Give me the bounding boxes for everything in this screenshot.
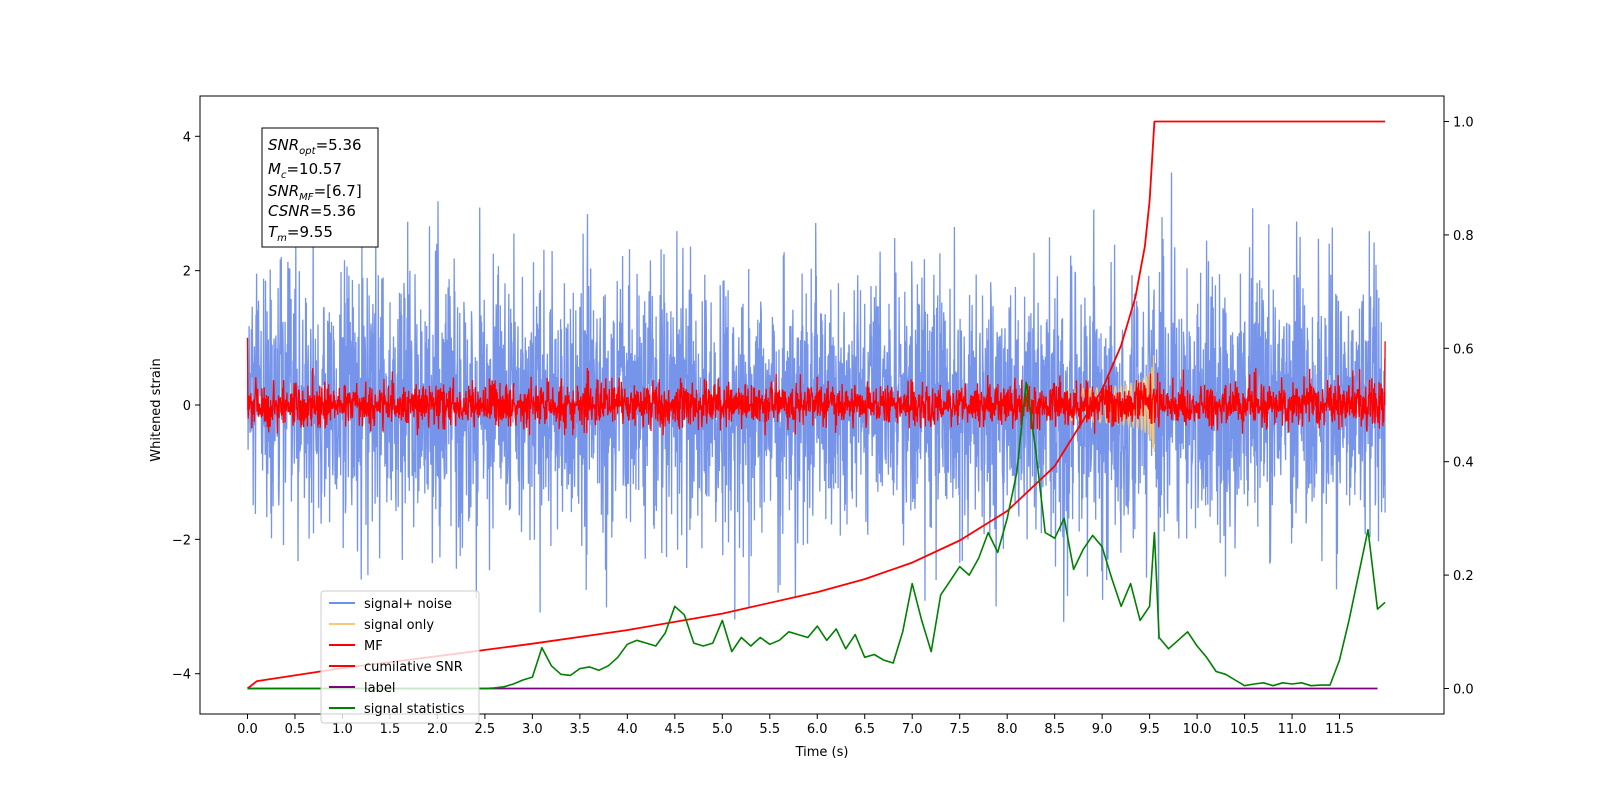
x-axis-title: Time (s) — [795, 745, 849, 760]
x-tick-label: 3.0 — [522, 722, 543, 737]
x-tick-label: 11.5 — [1325, 722, 1354, 737]
x-tick-label: 1.5 — [380, 722, 401, 737]
legend-label: cumilative SNR — [364, 660, 463, 675]
y-axis-right: 0.0 0.2 0.4 0.6 0.8 1.0 — [1444, 116, 1474, 697]
y2-tick-label: 0.4 — [1453, 456, 1474, 471]
x-tick-label: 2.5 — [475, 722, 496, 737]
y-axis-left: −4 −2 0 2 4 — [172, 130, 200, 683]
legend-entry: MF — [329, 639, 383, 654]
legend-entry: signal+ noise — [329, 597, 452, 612]
series-mf — [246, 337, 1386, 436]
x-tick-label: 3.5 — [570, 722, 591, 737]
annotation-line-1: SNRopt=5.36 — [268, 136, 362, 157]
legend-label: signal only — [364, 618, 434, 633]
y2-tick-label: 0.8 — [1453, 229, 1474, 244]
legend-label: signal+ noise — [364, 597, 452, 612]
annotation-line-3: SNRMF=[6.7] — [268, 182, 362, 203]
y-tick-label: −2 — [172, 533, 191, 548]
annotation-frame — [261, 127, 379, 248]
y-tick-label: 4 — [183, 130, 191, 145]
x-tick-label: 10.0 — [1183, 722, 1212, 737]
y-axis-title: Whitened strain — [149, 358, 164, 461]
y2-tick-label: 0.2 — [1453, 569, 1474, 584]
legend-label: signal statistics — [364, 702, 465, 717]
x-tick-label: 11.0 — [1278, 722, 1307, 737]
legend-entry: label — [329, 681, 395, 696]
x-tick-label: 7.0 — [902, 722, 923, 737]
series-signal-noise — [246, 172, 1386, 640]
x-tick-label: 5.0 — [712, 722, 733, 737]
annotation-line-5: Tm=9.55 — [268, 223, 333, 244]
legend-frame — [320, 590, 480, 724]
x-tick-label: 4.0 — [617, 722, 638, 737]
annotation-box: SNRopt=5.36 Mc=10.57 SNRMF=[6.7] CSNR=5.… — [261, 127, 379, 248]
legend-entry: signal statistics — [329, 702, 465, 717]
y-tick-label: 2 — [183, 265, 191, 280]
annotation-line-4: CSNR=5.36 — [268, 202, 356, 220]
x-tick-label: 6.5 — [854, 722, 875, 737]
x-tick-label: 9.5 — [1139, 722, 1160, 737]
y2-tick-label: 0.6 — [1453, 342, 1474, 357]
legend-label: label — [364, 681, 395, 696]
x-tick-label: 8.0 — [997, 722, 1018, 737]
x-tick-label: 0.0 — [237, 722, 258, 737]
x-tick-label: 10.5 — [1230, 722, 1259, 737]
x-tick-label: 2.0 — [427, 722, 448, 737]
x-tick-label: 5.5 — [759, 722, 780, 737]
legend-entry: signal only — [329, 618, 434, 633]
x-tick-label: 6.0 — [807, 722, 828, 737]
series-signal-statistics — [247, 381, 1386, 690]
x-tick-label: 9.0 — [1092, 722, 1113, 737]
x-tick-label: 0.5 — [285, 722, 306, 737]
x-tick-label: 4.5 — [664, 722, 685, 737]
y-tick-label: −4 — [172, 668, 191, 683]
x-tick-label: 8.5 — [1044, 722, 1065, 737]
y2-tick-label: 0.0 — [1453, 682, 1474, 697]
legend-label: MF — [364, 639, 383, 654]
y2-tick-label: 1.0 — [1453, 116, 1474, 131]
legend-entry: cumilative SNR — [329, 660, 463, 675]
x-axis: 0.0 0.5 1.0 1.5 2.0 2.5 3.0 3.5 4.0 4.5 5.0 5.5 6.0 6… — [237, 714, 1354, 737]
annotation-line-2: Mc=10.57 — [268, 160, 342, 181]
x-tick-label: 7.5 — [949, 722, 970, 737]
x-tick-label: 1.0 — [332, 722, 353, 737]
legend: signal+ noise signal only MF cumilative … — [320, 590, 480, 724]
y-tick-label: 0 — [183, 399, 191, 414]
